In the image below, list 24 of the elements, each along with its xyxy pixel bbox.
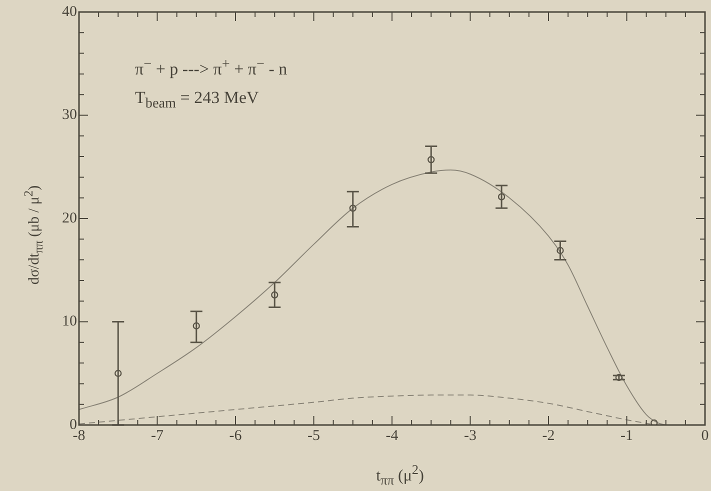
y-tick-label: 40 [62,4,77,20]
x-tick-label: -5 [308,428,320,444]
point [428,156,435,164]
x-tick-label: -6 [229,428,242,444]
point [192,322,200,330]
y-tick-label: 10 [62,314,77,330]
x-axis-title: t$_{ππ}$ (μ$^{2}$) [376,462,424,489]
x-tick-label: -7 [151,428,164,444]
point [615,374,623,382]
point [349,204,356,212]
point [498,193,506,200]
annotation: π$^{−}$ + p ---> π$^{+}$ + π$^{−}$ - n [135,56,288,80]
x-tick-label: -2 [542,428,555,444]
x-tick-label: -3 [464,428,476,444]
point [271,291,278,299]
point [114,370,122,377]
line-series [79,169,666,425]
y-tick-label: 20 [62,210,77,226]
annotation: T$_{beam}$ = 243 MeV [135,88,259,112]
x-tick-label: 0 [701,428,709,444]
point [650,419,658,425]
x-tick-label: -4 [386,428,399,444]
y-tick-label: 30 [62,107,77,124]
x-tick-label: -1 [620,428,633,444]
